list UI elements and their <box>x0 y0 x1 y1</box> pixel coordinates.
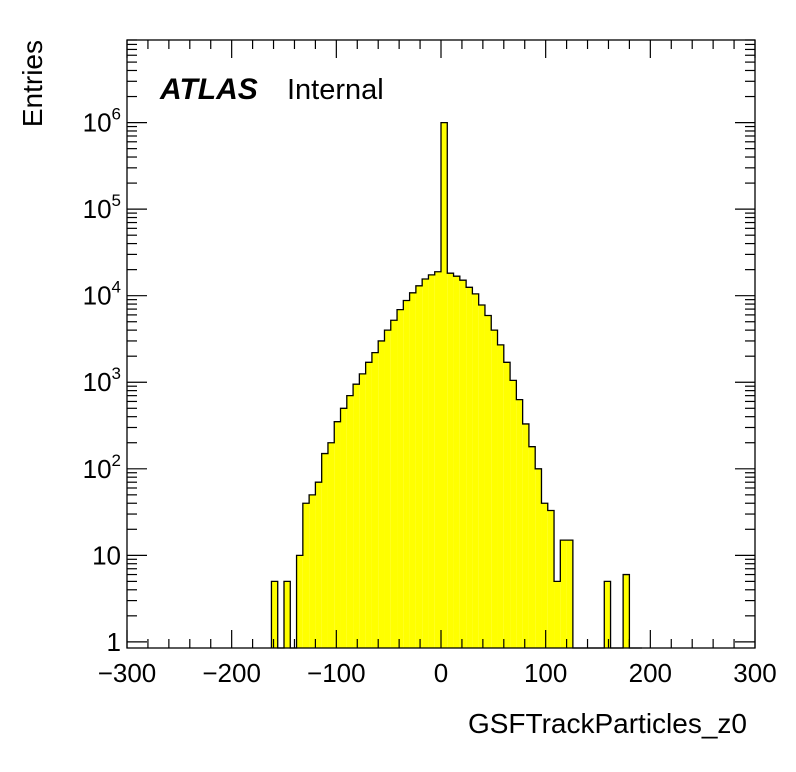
histogram-bar <box>623 574 630 648</box>
histogram-bar <box>334 421 341 648</box>
x-tick-label: 100 <box>524 658 567 688</box>
histogram-bar <box>604 581 611 648</box>
histogram-bar <box>353 384 360 648</box>
histogram-bar <box>428 274 435 648</box>
histogram-bar <box>371 352 379 648</box>
x-tick-label: −200 <box>202 658 261 688</box>
histogram-bar <box>302 503 310 648</box>
histogram-bar <box>409 292 416 648</box>
y-tick-label: 106 <box>83 105 121 138</box>
y-tick-label: 103 <box>83 364 121 397</box>
atlas-label: ATLAS <box>159 73 258 106</box>
y-tick-labels: 1 10 102 103 104 105 106 <box>83 105 121 657</box>
histogram-bar <box>503 362 511 648</box>
histogram-bar <box>522 423 529 648</box>
histogram-bar <box>346 395 354 648</box>
histogram-bar <box>397 309 404 648</box>
histogram-bar <box>365 362 372 648</box>
y-tick-label: 1 <box>107 627 121 657</box>
histogram-bar <box>321 453 328 648</box>
histogram-bar <box>434 271 441 648</box>
histogram-bar <box>309 494 316 648</box>
histogram-bar <box>390 320 398 648</box>
x-tick-label: 300 <box>733 658 776 688</box>
y-tick-exponent: 4 <box>112 278 121 297</box>
histogram-bars <box>271 122 630 648</box>
y-tick-label: 105 <box>83 191 121 224</box>
x-tick-label: 0 <box>434 658 448 688</box>
y-axis-label: Entries <box>17 40 48 127</box>
histogram-bar <box>403 300 410 648</box>
histogram-bar <box>340 408 347 648</box>
histogram-bar <box>547 510 555 648</box>
histogram-bar <box>284 581 291 648</box>
histogram-bar <box>378 340 385 648</box>
x-tick-label: −300 <box>98 658 157 688</box>
histogram-bar <box>453 276 460 648</box>
histogram-bar <box>441 122 448 648</box>
histogram-bar <box>541 503 548 648</box>
histogram-bar <box>484 315 492 648</box>
histogram-bar <box>472 293 479 648</box>
x-tick-label: −100 <box>307 658 366 688</box>
histogram-bar <box>554 581 561 648</box>
histogram-bar <box>528 446 536 648</box>
histogram-bar <box>296 555 303 648</box>
histogram-bar <box>491 330 498 648</box>
histogram-bar <box>497 344 504 648</box>
y-tick-label: 104 <box>83 278 121 311</box>
histogram-bar <box>466 287 473 648</box>
histogram-outline <box>270 121 642 649</box>
y-tick-exponent: 3 <box>112 364 121 383</box>
histogram-bar <box>560 540 567 648</box>
y-tick-exponent: 6 <box>112 105 121 124</box>
histogram-bar <box>415 285 423 648</box>
histogram-bar <box>315 482 322 648</box>
y-tick-exponent: 2 <box>112 451 121 470</box>
histogram-bar <box>271 581 278 648</box>
histogram-bar <box>447 273 454 648</box>
y-tick-label: 102 <box>83 451 121 484</box>
x-axis-label: GSFTrackParticles_z0 <box>468 708 747 739</box>
axis-ticks <box>126 39 756 648</box>
histogram-bar <box>327 442 335 648</box>
histogram-bar <box>566 540 573 648</box>
y-tick-exponent: 5 <box>112 191 121 210</box>
histogram-bar <box>516 399 523 648</box>
histogram-bar <box>478 305 485 648</box>
internal-label: Internal <box>287 74 384 106</box>
histogram-bar <box>535 468 542 648</box>
histogram-bar <box>422 278 429 648</box>
x-tick-labels: −300 −200 −100 0 100 200 300 <box>98 658 777 688</box>
y-tick-label: 10 <box>92 540 121 570</box>
histogram-bar <box>459 280 467 648</box>
histogram-bar <box>384 330 391 648</box>
x-tick-label: 200 <box>629 658 672 688</box>
histogram-bar <box>510 380 517 648</box>
histogram-bar <box>359 373 366 648</box>
